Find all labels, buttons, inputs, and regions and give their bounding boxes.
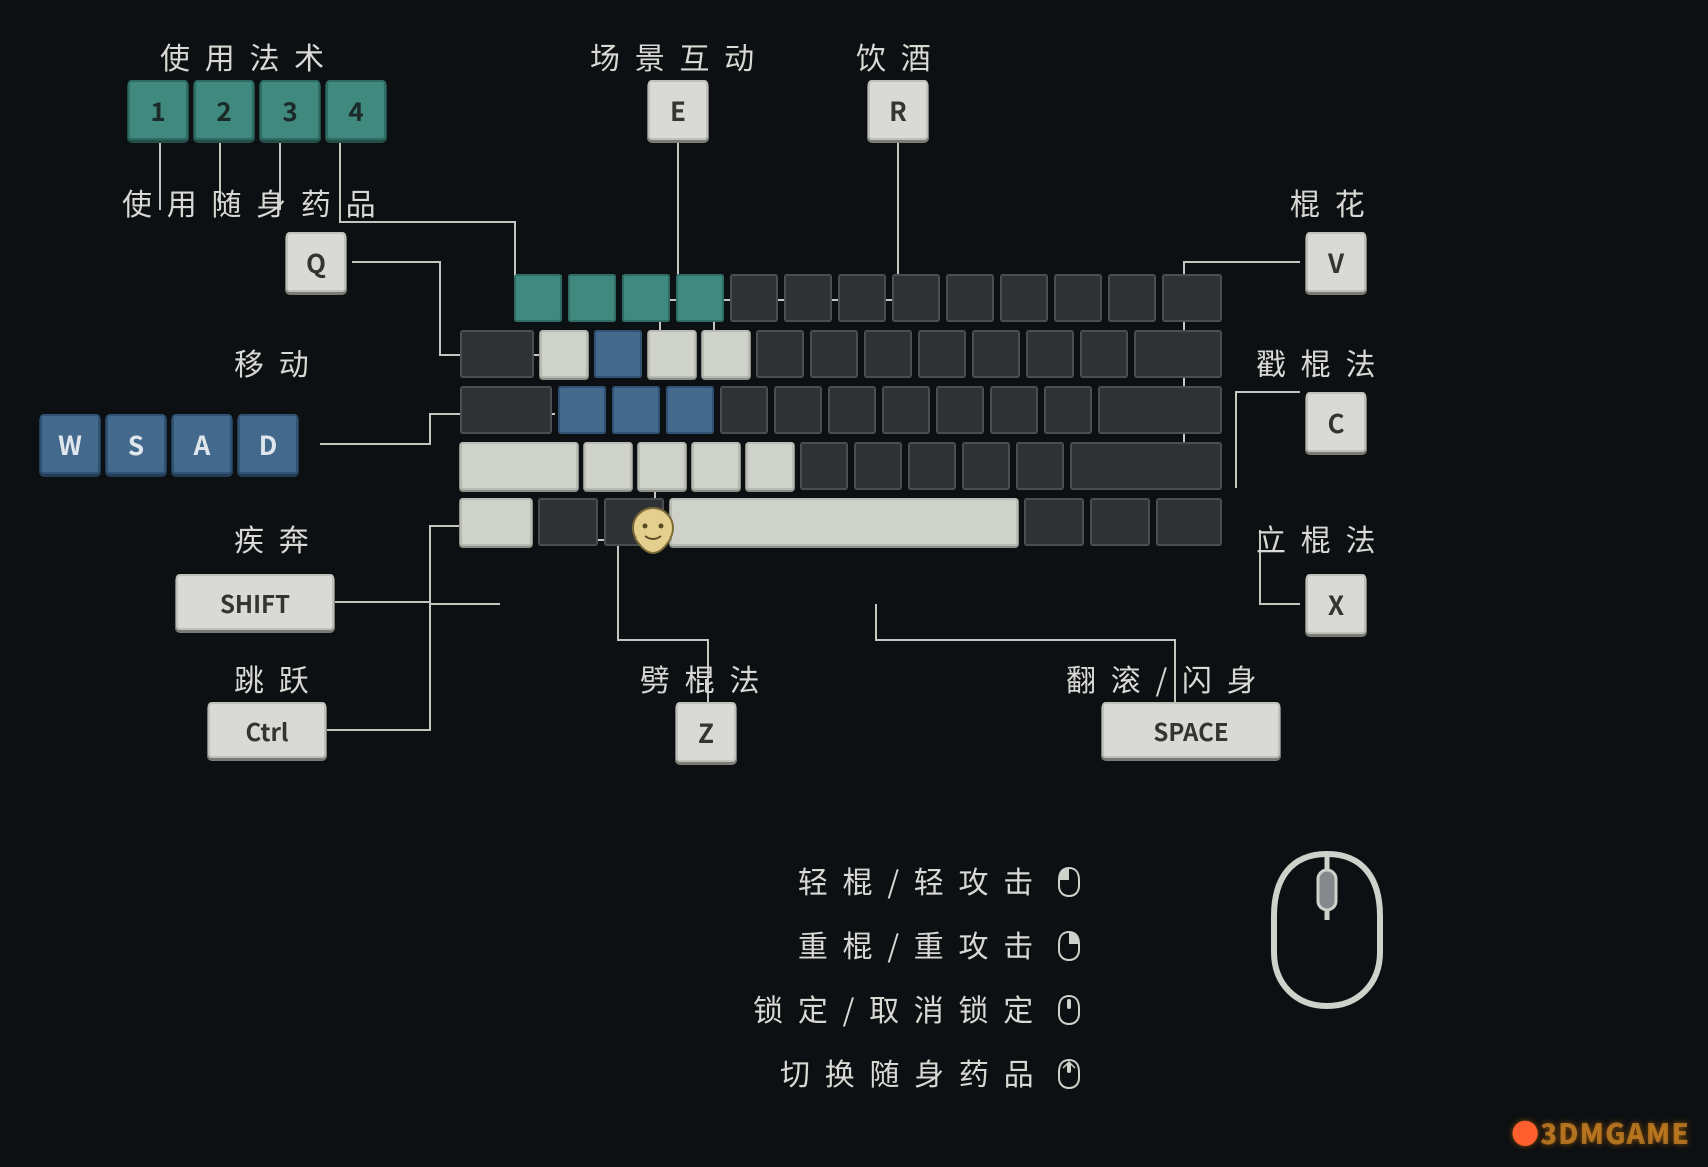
label-pillar: 立 棍 法 <box>1256 516 1379 560</box>
mouse-action-swap: 切 换 随 身 药 品 <box>780 1050 1080 1094</box>
key-spell-4[interactable]: 4 <box>326 80 386 140</box>
character-emblem-icon <box>615 498 691 574</box>
mouse-action-light: 轻 棍 / 轻 攻 击 <box>780 858 1080 902</box>
mouse-right-icon <box>1058 931 1080 961</box>
key-spell-2[interactable]: 2 <box>194 80 254 140</box>
key-pillar[interactable]: X <box>1306 574 1366 634</box>
label-smash: 劈 棍 法 <box>640 656 763 700</box>
mouse-action-heavy: 重 棍 / 重 攻 击 <box>780 922 1080 966</box>
mouse-scroll-icon <box>1058 1059 1080 1089</box>
mouse-left-icon <box>1058 867 1080 897</box>
watermark-text: 3DMGAME <box>1540 1113 1690 1153</box>
key-interact[interactable]: E <box>648 80 708 140</box>
mouse-middle-icon <box>1058 995 1080 1025</box>
mouse-lock-label: 锁 定 / 取 消 锁 定 <box>753 986 1037 1030</box>
label-move: 移 动 <box>234 340 313 384</box>
mouse-heavy-label: 重 棍 / 重 攻 击 <box>798 922 1037 966</box>
label-sprint: 疾 奔 <box>234 516 313 560</box>
key-spell-3[interactable]: 3 <box>260 80 320 140</box>
label-jump: 跳 跃 <box>234 656 313 700</box>
label-roll: 翻 滚 / 闪 身 <box>1066 656 1261 700</box>
watermark: ●3DMGAME <box>1511 1113 1690 1153</box>
key-smash[interactable]: Z <box>676 702 736 762</box>
label-use-spell: 使 用 法 术 <box>160 34 328 78</box>
label-interact: 场 景 互 动 <box>590 34 758 78</box>
key-move-d[interactable]: D <box>238 414 298 474</box>
key-item[interactable]: Q <box>286 232 346 292</box>
key-move-w[interactable]: W <box>40 414 100 474</box>
mouse-action-lock: 锁 定 / 取 消 锁 定 <box>732 986 1080 1030</box>
mouse-swap-label: 切 换 随 身 药 品 <box>780 1050 1038 1094</box>
key-roll[interactable]: SPACE <box>1102 702 1280 758</box>
key-jump[interactable]: Ctrl <box>208 702 326 758</box>
key-spell-1[interactable]: 1 <box>128 80 188 140</box>
label-thrust: 戳 棍 法 <box>1256 340 1379 384</box>
mouse-icon <box>1266 850 1388 1010</box>
controls-diagram: 使 用 法 术 场 景 互 动 饮 酒 使 用 随 身 药 品 移 动 疾 奔 … <box>0 0 1708 1167</box>
label-spin: 棍 花 <box>1290 180 1369 224</box>
label-use-item: 使 用 随 身 药 品 <box>122 180 380 224</box>
key-drink[interactable]: R <box>868 80 928 140</box>
key-thrust[interactable]: C <box>1306 392 1366 452</box>
key-move-s[interactable]: S <box>106 414 166 474</box>
key-move-a[interactable]: A <box>172 414 232 474</box>
key-sprint[interactable]: SHIFT <box>176 574 334 630</box>
label-drink: 饮 酒 <box>856 34 935 78</box>
key-spin[interactable]: V <box>1306 232 1366 292</box>
mouse-light-label: 轻 棍 / 轻 攻 击 <box>798 858 1037 902</box>
